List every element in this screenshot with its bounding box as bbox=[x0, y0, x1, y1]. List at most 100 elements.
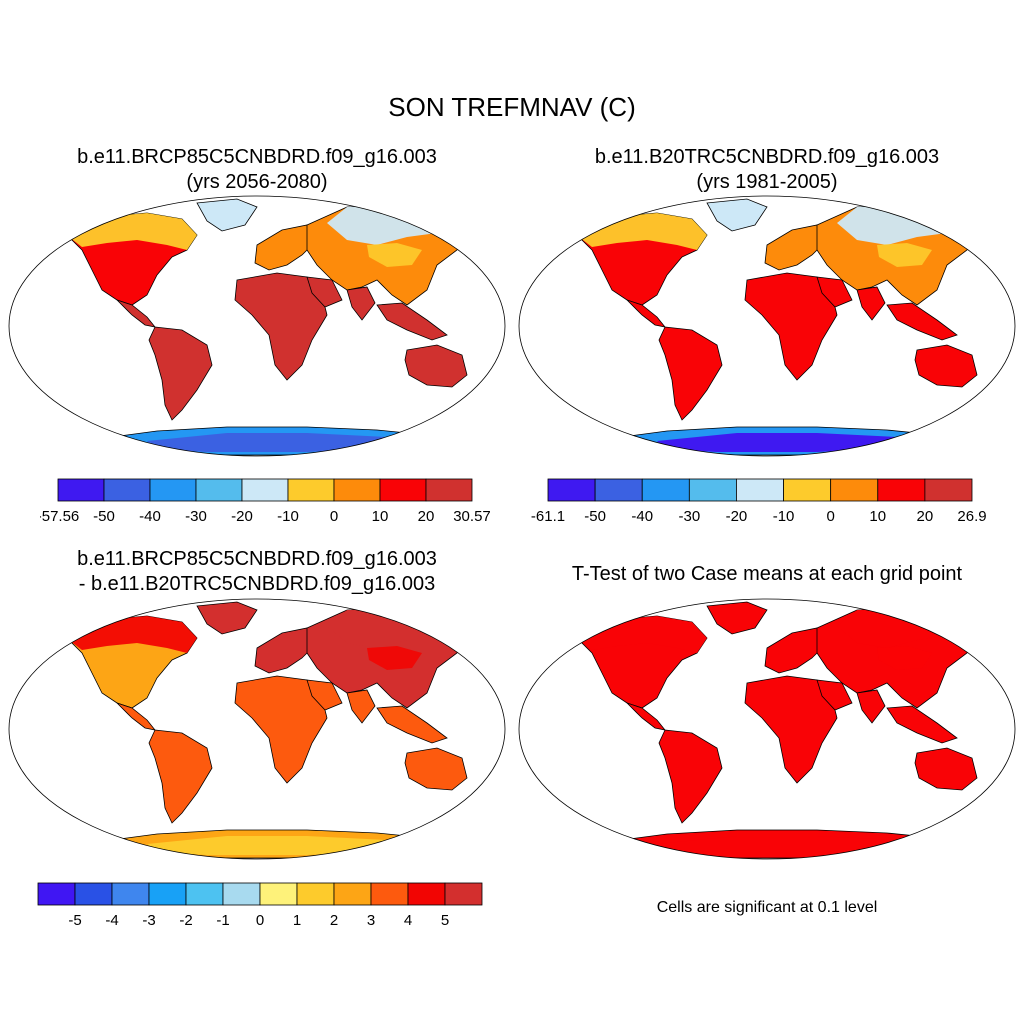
colorbar-tick-label: -57.56 bbox=[40, 508, 79, 525]
colorbar-box bbox=[641, 478, 690, 502]
land-antarctica-interior bbox=[657, 433, 907, 452]
colorbar-tick-label: -30 bbox=[185, 508, 207, 525]
colorbar-tick-label: 1 bbox=[293, 912, 301, 929]
colorbar-tick-label: 2 bbox=[330, 912, 338, 929]
land-seAsia bbox=[886, 705, 958, 744]
colorbar-tick-label: -2 bbox=[179, 912, 192, 929]
colorbar-tick-label: 10 bbox=[372, 508, 389, 525]
land-europe bbox=[764, 627, 828, 674]
land-greenland bbox=[196, 601, 258, 635]
colorbar-box bbox=[259, 882, 298, 906]
land-europe bbox=[254, 224, 318, 271]
land-greenland bbox=[706, 198, 768, 232]
colorbar-tick-label: 5 bbox=[441, 912, 449, 929]
land-southAmerica bbox=[148, 729, 213, 824]
colorbar-tick-label: 0 bbox=[256, 912, 264, 929]
land-tibet-cold bbox=[367, 243, 422, 267]
colorbar-tick-label: 20 bbox=[917, 508, 934, 525]
land-india bbox=[856, 689, 886, 724]
colorbar-tick-label: -30 bbox=[678, 508, 700, 525]
land-southAmerica bbox=[148, 326, 213, 421]
map-boundary bbox=[8, 598, 506, 860]
colorbar-box bbox=[222, 882, 261, 906]
land-india bbox=[856, 286, 886, 321]
colorbar-tick-label: 3 bbox=[367, 912, 375, 929]
colorbar-case1: -57.56 -50 -40 -30 -20 -10 0 10 20 30.57 bbox=[40, 478, 490, 525]
colorbar-tick-label: 0 bbox=[330, 508, 338, 525]
colorbar-tick-label: -50 bbox=[584, 508, 606, 525]
colorbar-box bbox=[444, 882, 483, 906]
colorbar-tick-label: -40 bbox=[631, 508, 653, 525]
land-tibet-cold bbox=[877, 243, 932, 267]
land-antarctica-interior bbox=[657, 836, 907, 855]
colorbar-tick-label: -40 bbox=[139, 508, 161, 525]
colorbar-tick-label: 10 bbox=[869, 508, 886, 525]
colorbar-difference: -5 -4 -3 -2 -1 0 1 2 3 4 5 bbox=[37, 882, 483, 929]
colorbar-tick-label: -61.1 bbox=[531, 508, 565, 525]
land-arabia bbox=[306, 679, 343, 711]
colorbar-box bbox=[688, 478, 737, 502]
colorbar-tick-label: -1 bbox=[216, 912, 229, 929]
colorbar-box bbox=[185, 882, 224, 906]
colorbar-tick-label: -5 bbox=[68, 912, 81, 929]
colorbar-box bbox=[379, 478, 427, 502]
colorbar-box bbox=[407, 882, 446, 906]
colorbar-tick-label: -20 bbox=[231, 508, 253, 525]
colorbar-box bbox=[547, 478, 596, 502]
colorbar-box bbox=[57, 478, 105, 502]
land-antarctica-interior bbox=[147, 433, 397, 452]
colorbar-tick-label: -4 bbox=[105, 912, 118, 929]
land-arabia bbox=[816, 679, 853, 711]
colorbar-box bbox=[877, 478, 926, 502]
colorbar-box bbox=[287, 478, 335, 502]
panel1-title-line2: (yrs 2056-2080) bbox=[186, 171, 328, 193]
colorbar-box bbox=[195, 478, 243, 502]
land-europe bbox=[764, 224, 828, 271]
panel3-title-line2: - b.e11.B20TRC5CNBDRD.f09_g16.003 bbox=[78, 573, 436, 595]
colorbar-box bbox=[148, 882, 187, 906]
land-tibet-cold bbox=[877, 646, 932, 670]
colorbar-tick-label: -10 bbox=[773, 508, 795, 525]
colorbar-tick-label: -3 bbox=[142, 912, 155, 929]
map-case2 bbox=[518, 195, 1016, 457]
colorbar-tick-label: 26.9 bbox=[957, 508, 986, 525]
colorbar-box bbox=[333, 882, 372, 906]
colorbar-box bbox=[370, 882, 409, 906]
map-boundary bbox=[8, 195, 506, 457]
land-australia bbox=[404, 747, 468, 791]
land-arabia bbox=[816, 276, 853, 308]
panel2-title-line1: b.e11.B20TRC5CNBDRD.f09_g16.003 bbox=[594, 146, 940, 168]
panel2-title-line2: (yrs 1981-2005) bbox=[696, 171, 838, 193]
land-seAsia bbox=[376, 705, 448, 744]
land-seAsia bbox=[376, 302, 448, 341]
colorbar-box bbox=[103, 478, 151, 502]
land-india bbox=[346, 286, 376, 321]
land-australia bbox=[914, 747, 978, 791]
colorbar-box bbox=[736, 478, 784, 502]
land-southAmerica bbox=[658, 729, 723, 824]
land-india bbox=[346, 689, 376, 724]
colorbar-box bbox=[783, 478, 832, 502]
colorbar-box bbox=[425, 478, 473, 502]
land-antarctica-interior bbox=[147, 836, 397, 855]
map-boundary bbox=[518, 598, 1016, 860]
colorbar-tick-label: 20 bbox=[418, 508, 435, 525]
panel3-title-line1: b.e11.BRCP85C5CNBDRD.f09_g16.003 bbox=[77, 548, 437, 570]
land-arabia bbox=[306, 276, 343, 308]
colorbar-box bbox=[149, 478, 197, 502]
land-tibet-cold bbox=[367, 646, 422, 670]
colorbar-box bbox=[74, 882, 113, 906]
figure-title: SON TREFMNAV (C) bbox=[388, 92, 636, 122]
land-greenland bbox=[196, 198, 258, 232]
colorbar-box bbox=[594, 478, 643, 502]
colorbar-box bbox=[333, 478, 381, 502]
map-boundary bbox=[518, 195, 1016, 457]
land-southAmerica bbox=[658, 326, 723, 421]
colorbar-box bbox=[924, 478, 973, 502]
land-australia bbox=[914, 344, 978, 388]
significance-note: Cells are significant at 0.1 level bbox=[656, 899, 878, 916]
land-greenland bbox=[706, 601, 768, 635]
map-ttest bbox=[518, 598, 1016, 860]
land-europe bbox=[254, 627, 318, 674]
colorbar-tick-label: -20 bbox=[726, 508, 748, 525]
